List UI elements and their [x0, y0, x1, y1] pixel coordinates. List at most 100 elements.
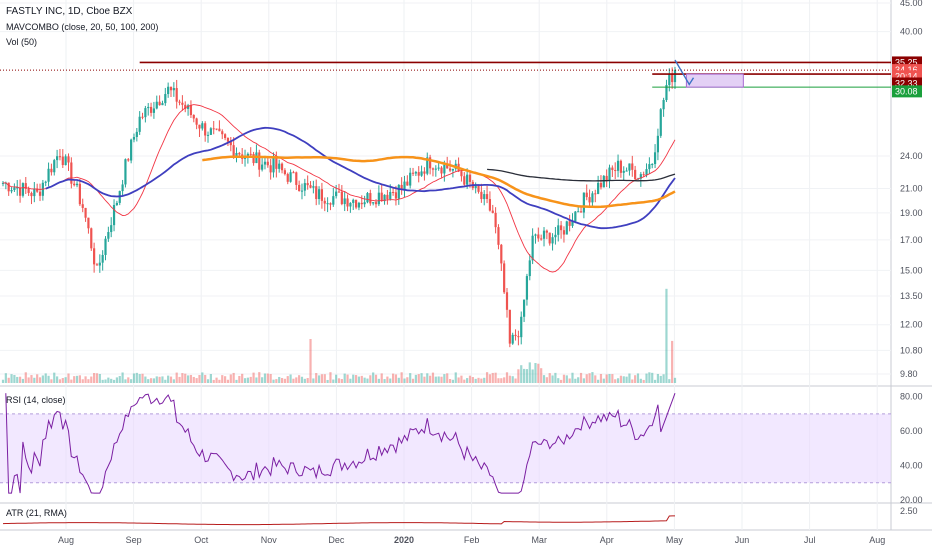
- candle-body: [639, 174, 642, 179]
- volume-bar: [537, 363, 540, 383]
- candle-body: [645, 169, 648, 175]
- candle-body: [149, 106, 153, 113]
- volume-bar: [280, 377, 284, 383]
- volume-bar: [394, 374, 398, 383]
- candle-body: [648, 164, 651, 170]
- volume-bar: [329, 372, 332, 383]
- target-box: [685, 73, 744, 88]
- pill-last-price-text: 34.16: [895, 65, 918, 75]
- volume-bar: [169, 376, 173, 383]
- volume-bar: [343, 373, 346, 383]
- volume-bar: [246, 377, 249, 383]
- volume-bar: [463, 379, 466, 383]
- candle-body: [167, 86, 170, 95]
- candle-body: [229, 141, 232, 146]
- volume-bar: [392, 373, 395, 383]
- volume-bar: [599, 373, 603, 383]
- volume-bar: [58, 379, 62, 383]
- candle-body: [608, 167, 611, 181]
- volume-bar: [81, 379, 84, 383]
- volume-bar: [468, 375, 472, 383]
- candle-body: [665, 85, 668, 101]
- candle-body: [577, 211, 580, 213]
- volume-bar: [95, 373, 99, 383]
- candle-body: [372, 202, 375, 204]
- volume-bar: [158, 376, 161, 383]
- volume-bar: [315, 373, 318, 383]
- candle-body: [668, 73, 671, 86]
- volume-bar: [597, 379, 600, 383]
- candle-body: [158, 101, 161, 106]
- candle-body: [448, 168, 452, 171]
- candle-body: [226, 138, 230, 142]
- candle-body: [591, 193, 594, 203]
- month-label: Aug: [869, 535, 885, 545]
- volume-bar: [434, 376, 437, 383]
- volume-bar: [551, 375, 554, 383]
- volume-bar: [184, 373, 187, 383]
- candle-body: [238, 153, 241, 155]
- volume-bar: [104, 379, 107, 383]
- volume-bar: [53, 372, 56, 383]
- candle-body: [585, 192, 588, 198]
- candle-body: [201, 123, 204, 129]
- candle-body: [625, 170, 628, 172]
- volume-bar: [577, 377, 580, 383]
- volume-bar: [508, 375, 511, 383]
- volume-bar: [525, 369, 529, 383]
- volume-bar: [528, 362, 531, 383]
- candle-body: [275, 158, 278, 169]
- volume-bar: [448, 379, 452, 383]
- candle-body: [560, 225, 563, 231]
- volume-bar: [665, 288, 668, 383]
- volume-bar: [354, 375, 358, 383]
- volume-bar: [258, 372, 261, 383]
- volume-bar: [656, 373, 660, 383]
- candle-body: [522, 299, 526, 317]
- candle-body: [528, 260, 531, 277]
- volume-bar: [1, 379, 5, 383]
- volume-bar: [243, 378, 247, 383]
- volume-bar: [374, 374, 378, 383]
- volume-bar: [212, 379, 215, 383]
- volume-bar: [198, 375, 201, 383]
- rsi-tick-label: 80.00: [900, 392, 923, 402]
- volume-bar: [121, 372, 124, 383]
- volume-bar: [300, 376, 304, 383]
- candle-body: [38, 191, 42, 196]
- volume-bar: [84, 376, 87, 383]
- candle-body: [397, 184, 400, 199]
- volume-bar: [517, 369, 520, 383]
- volume-bar: [389, 378, 392, 383]
- candle-body: [474, 184, 477, 189]
- volume-bar: [520, 365, 523, 383]
- volume-bar: [494, 372, 497, 383]
- candle-body: [437, 167, 440, 169]
- candle-body: [67, 156, 70, 163]
- volume-bar: [47, 375, 50, 383]
- candle-body: [93, 248, 96, 265]
- volume-bar: [238, 375, 241, 383]
- volume-bar: [397, 377, 400, 383]
- volume-bar: [269, 374, 272, 383]
- ma200-line: [487, 168, 676, 182]
- candle-body: [483, 194, 486, 200]
- candle-body: [295, 172, 298, 185]
- candle-body: [107, 232, 110, 239]
- volume-bar: [500, 378, 503, 383]
- volume-bar: [579, 372, 583, 383]
- volume-bar: [574, 378, 577, 383]
- volume-bar: [320, 374, 324, 383]
- candle-body: [272, 158, 275, 173]
- candle-body: [317, 189, 321, 200]
- volume-bar: [625, 376, 628, 383]
- volume-bar: [437, 376, 440, 383]
- candle-body: [514, 334, 517, 337]
- volume-bar: [61, 378, 64, 383]
- month-label: May: [666, 535, 684, 545]
- volume-bar: [366, 378, 369, 383]
- candle-body: [164, 94, 167, 104]
- volume-bar: [426, 373, 429, 383]
- candle-body: [614, 170, 617, 172]
